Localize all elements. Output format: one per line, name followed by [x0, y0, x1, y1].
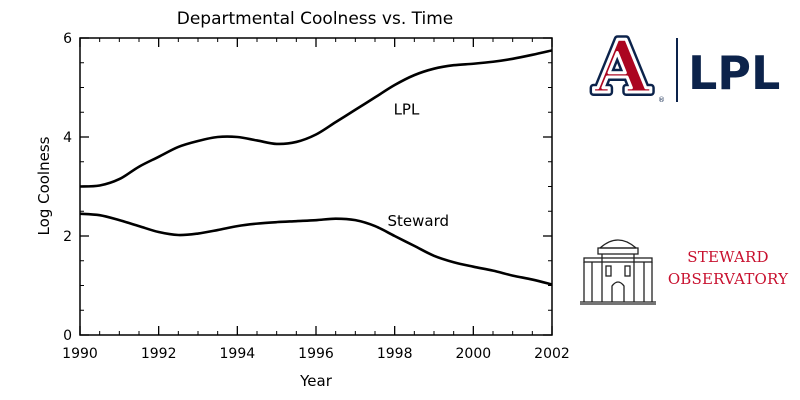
arizona-a-icon: A A: [589, 34, 655, 106]
y-tick-label: 0: [63, 328, 72, 344]
x-tick-label: 2002: [534, 346, 570, 362]
series-line-lpl: [79, 49, 553, 188]
x-tick-label: 1990: [62, 346, 98, 362]
x-tick-label: 2000: [456, 346, 492, 362]
steward-logo: [580, 239, 656, 305]
x-axis-label: Year: [299, 372, 333, 390]
y-tick-label: 6: [63, 31, 72, 47]
y-tick-label: 4: [63, 130, 72, 146]
steward-wordmark: STEWARD OBSERVATORY: [658, 246, 798, 290]
annotation-lpl: LPL: [394, 101, 420, 119]
coolness-chart: 1990 1992 1994 1996 1998 2000 2002 0 2 4 6 Departm…: [35, 9, 570, 390]
x-tick-label: 1998: [377, 346, 413, 362]
axis-ticks: 1990 1992 1994 1996 1998 2000 2002 0 2 4 6: [62, 31, 570, 362]
x-tick-label: 1996: [298, 346, 334, 362]
observatory-building-icon: [580, 239, 656, 305]
annotation-steward: Steward: [388, 212, 450, 230]
plot-border: [79, 37, 553, 336]
svg-text:A: A: [593, 34, 651, 106]
plot-frame: [79, 37, 553, 336]
series-line-steward: [79, 212, 553, 286]
steward-wordmark-line1: STEWARD: [687, 248, 769, 266]
series-lines: [79, 49, 553, 286]
svg-text:A: A: [593, 34, 651, 106]
series-annotations: LPL Steward: [388, 101, 450, 230]
y-tick-label: 2: [63, 229, 72, 245]
chart-title: Departmental Coolness vs. Time: [177, 9, 454, 29]
lpl-wordmark: LPL: [688, 46, 780, 100]
registered-mark: ®: [658, 96, 665, 104]
x-tick-label: 1994: [220, 346, 256, 362]
x-tick-label: 1992: [141, 346, 177, 362]
lpl-logo: A A ® LPL: [589, 34, 780, 106]
y-axis-label: Log Coolness: [35, 136, 53, 235]
steward-wordmark-line2: OBSERVATORY: [667, 270, 789, 288]
